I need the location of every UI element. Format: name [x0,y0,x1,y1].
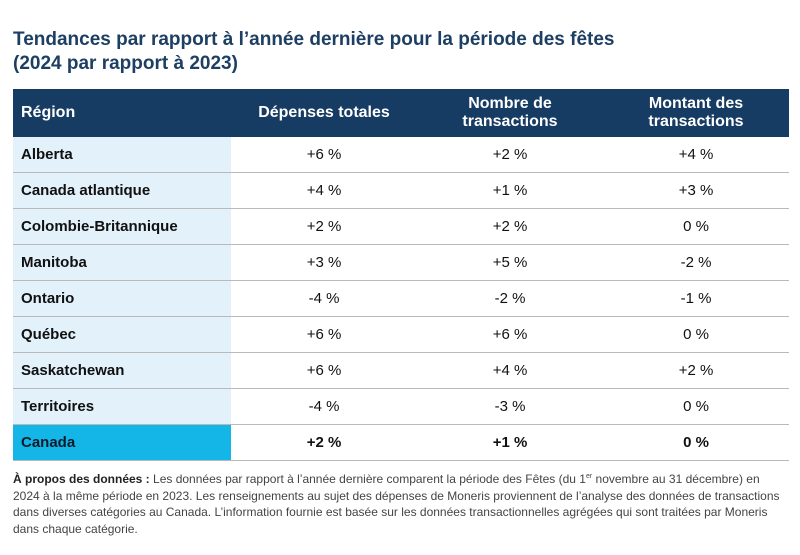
header-montant-line-2: transactions [648,113,744,130]
region-cell: Ontario [13,280,231,317]
region-cell: Manitoba [13,244,231,281]
depenses-cell: +6 % [231,352,417,389]
montant-cell: -2 % [603,244,789,281]
nombre-cell: +1 % [417,172,603,209]
nombre-cell: +2 % [417,208,603,245]
depenses-cell: +2 % [231,208,417,245]
table-row: Québec +6 % +6 % 0 % [13,316,789,353]
table-row: Manitoba +3 % +5 % -2 % [13,244,789,281]
title-line-2: (2024 par rapport à 2023) [13,53,238,74]
depenses-cell: +6 % [231,137,417,173]
region-cell: Saskatchewan [13,352,231,389]
trends-table: Région Dépenses totales Nombre de transa… [13,89,789,461]
nombre-cell: +5 % [417,244,603,281]
nombre-cell: +6 % [417,316,603,353]
table-row: Territoires -4 % -3 % 0 % [13,388,789,425]
region-cell: Alberta [13,137,231,173]
table-total-row: Canada +2 % +1 % 0 % [13,424,789,461]
header-montant: Montant des transactions [603,89,789,137]
note-superscript: er [585,473,593,480]
total-montant-cell: 0 % [603,424,789,461]
table-row: Alberta +6 % +2 % +4 % [13,137,789,173]
depenses-cell: +6 % [231,316,417,353]
title-line-1: Tendances par rapport à l’année dernière… [13,29,615,50]
note-text-a: Les données par rapport à l’année derniè… [149,472,586,486]
montant-cell: +3 % [603,172,789,209]
table-row: Ontario -4 % -2 % -1 % [13,280,789,317]
depenses-cell: -4 % [231,280,417,317]
depenses-cell: -4 % [231,388,417,425]
total-region-cell: Canada [13,424,231,461]
montant-cell: 0 % [603,208,789,245]
montant-cell: -1 % [603,280,789,317]
header-region: Région [13,89,231,137]
note-text-b: novembre au 31 décembre) en 2024 à la mê… [13,472,780,536]
data-note: À propos des données : Les données par r… [13,471,789,537]
montant-cell: +2 % [603,352,789,389]
region-cell: Canada atlantique [13,172,231,209]
depenses-cell: +4 % [231,172,417,209]
page-title: Tendances par rapport à l’année dernière… [13,28,783,76]
montant-cell: 0 % [603,316,789,353]
region-cell: Colombie-Britannique [13,208,231,245]
header-nombre-line-2: transactions [462,113,558,130]
table-row: Colombie-Britannique +2 % +2 % 0 % [13,208,789,245]
nombre-cell: -2 % [417,280,603,317]
region-cell: Territoires [13,388,231,425]
montant-cell: +4 % [603,137,789,173]
montant-cell: 0 % [603,388,789,425]
table-row: Canada atlantique +4 % +1 % +3 % [13,172,789,209]
header-depenses: Dépenses totales [231,89,417,137]
region-cell: Québec [13,316,231,353]
note-label: À propos des données : [13,472,150,486]
header-nombre-line-1: Nombre de [468,95,552,112]
header-montant-line-1: Montant des [648,95,744,112]
nombre-cell: +4 % [417,352,603,389]
table-row: Saskatchewan +6 % +4 % +2 % [13,352,789,389]
total-nombre-cell: +1 % [417,424,603,461]
depenses-cell: +3 % [231,244,417,281]
total-depenses-cell: +2 % [231,424,417,461]
nombre-cell: -3 % [417,388,603,425]
nombre-cell: +2 % [417,137,603,173]
table-header-row: Région Dépenses totales Nombre de transa… [13,89,789,137]
header-nombre: Nombre de transactions [417,89,603,137]
